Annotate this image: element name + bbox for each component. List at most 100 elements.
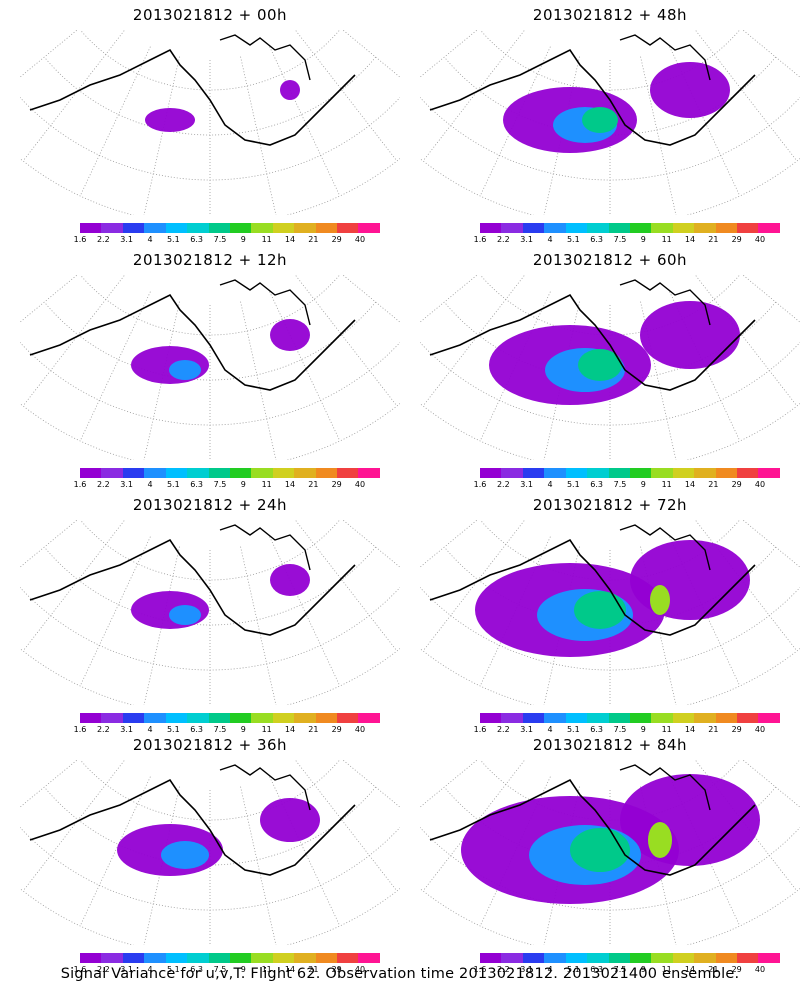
colorbar-tick-label: 7.5: [613, 725, 627, 734]
colorbar-tick-label: 1.6: [473, 965, 487, 974]
colorbar-swatch: [122, 713, 145, 723]
colorbar-swatch: [480, 713, 502, 723]
colorbar-swatch: [208, 713, 230, 723]
colorbar-tick-label: 14: [684, 235, 696, 244]
colorbar-tick-label: 14: [684, 725, 696, 734]
map-panel-12h: 2013021812 + 12h 1.6 2.2 3.1 4 5.1 6.3 7.5 9 11 14…: [20, 245, 400, 489]
colorbar-swatch: [165, 713, 188, 723]
colorbar-tick-label: 11: [661, 235, 672, 244]
colorbar-swatch: [501, 468, 523, 478]
colorbar: [480, 713, 780, 723]
grid-meridian-line: [420, 30, 478, 78]
colorbar-swatch: [208, 953, 230, 963]
colorbar-swatch: [694, 713, 716, 723]
colorbar-tick-label: 6.3: [590, 965, 604, 974]
colorbar-swatch: [629, 713, 652, 723]
variance-region: [260, 798, 320, 842]
grid-latitude-line: [20, 96, 400, 181]
figure-caption: Signal Variance for u,v,T. Flight 62. Ob…: [60, 966, 740, 982]
grid-meridian-line: [422, 30, 525, 162]
map-panel-84h: 2013021812 + 84h 1.6 2.2 3.1 4 5.1 6.3 7.5 9 11 14…: [420, 730, 800, 974]
grid-latitude-line: [79, 760, 341, 821]
colorbar-swatch: [522, 953, 545, 963]
colorbar-swatch: [737, 713, 759, 723]
grid-latitude-line: [420, 887, 800, 945]
colorbar-swatch: [272, 468, 295, 478]
colorbar-tick-label: 4: [147, 725, 153, 734]
grid-meridian-line: [269, 46, 341, 197]
colorbar-tick-label: 6.3: [590, 725, 604, 734]
grid-meridian-line: [695, 30, 798, 162]
colorbar-tick-label: 40: [754, 725, 766, 734]
grid-latitude-line: [420, 341, 800, 426]
map-panel-60h: 2013021812 + 60h 1.6 2.2 3.1 4 5.1 6.3 7.5 9 11 14…: [420, 245, 800, 489]
grid-latitude-line: [420, 647, 800, 705]
colorbar-swatch: [758, 223, 780, 233]
colorbar-swatch: [758, 468, 780, 478]
coastline: [29, 778, 356, 876]
grid-meridian-line: [422, 275, 525, 407]
grid-latitude-line: [420, 96, 800, 181]
grid-meridian-line: [295, 30, 398, 162]
colorbar-swatch: [101, 953, 123, 963]
colorbar-swatch: [358, 713, 380, 723]
colorbar-tick-label: 29: [731, 725, 742, 734]
colorbar-swatch: [544, 953, 566, 963]
colorbar-tick-label: 5.1: [166, 480, 180, 489]
colorbar-tick-label: 21: [308, 725, 319, 734]
colorbar-tick-label: 11: [661, 965, 672, 974]
colorbar-swatch: [565, 468, 588, 478]
colorbar: [480, 223, 780, 233]
colorbar-tick-label: 11: [261, 725, 272, 734]
colorbar-tick-label: 7.5: [613, 480, 627, 489]
colorbar-tick-label: 29: [731, 235, 742, 244]
grid-meridian-line: [422, 760, 525, 892]
panel-title: 2013021812 + 00h: [132, 6, 288, 24]
coastline: [29, 293, 356, 391]
colorbar-swatch: [294, 713, 316, 723]
colorbar-tick-label: 21: [708, 480, 719, 489]
colorbar-swatch: [187, 468, 209, 478]
coastline: [429, 293, 756, 391]
grid-meridian-line: [79, 776, 151, 927]
grid-meridian-line: [20, 520, 78, 568]
grid-meridian-line: [269, 776, 341, 927]
colorbar-tick-label: 7.5: [213, 235, 227, 244]
colorbar-tick-label: 2.2: [96, 965, 110, 974]
grid-meridian-line: [422, 520, 525, 652]
colorbar-tick-label: 5.1: [166, 965, 180, 974]
map-plot: [20, 275, 400, 460]
colorbar-labels: 1.6 2.2 3.1 4 5.1 6.3 7.5 9 11 14 21 29 40: [74, 235, 385, 245]
coastline: [29, 48, 356, 146]
colorbar-swatch: [715, 953, 738, 963]
colorbar-swatch: [758, 953, 780, 963]
colorbar-tick-label: 1.6: [473, 725, 487, 734]
colorbar-tick-label: 1.6: [73, 725, 87, 734]
colorbar-swatch: [187, 953, 209, 963]
grid-latitude-line: [20, 341, 400, 426]
colorbar-swatch: [358, 223, 380, 233]
colorbar-swatch: [587, 713, 609, 723]
coastline: [429, 538, 756, 636]
grid-latitude-line: [79, 30, 341, 91]
colorbar-tick-label: 11: [261, 480, 272, 489]
colorbar-swatch: [608, 713, 630, 723]
grid-meridian-line: [269, 291, 341, 442]
colorbar-swatch: [80, 223, 102, 233]
map-panel-36h: 2013021812 + 36h 1.6 2.2 3.1 4 5.1 6.3 7.5 9 11 14…: [20, 730, 400, 974]
colorbar-tick-label: 11: [261, 965, 272, 974]
colorbar-tick-label: 5.1: [566, 235, 580, 244]
colorbar-swatch: [737, 953, 759, 963]
colorbar-tick-label: 3.1: [120, 235, 134, 244]
variance-region: [280, 80, 300, 100]
grid-latitude-line: [479, 275, 741, 336]
variance-region: [650, 585, 670, 615]
grid-meridian-line: [79, 46, 151, 197]
grid-meridian-line: [143, 56, 180, 215]
colorbar-swatch: [101, 223, 123, 233]
colorbar-tick-label: 5.1: [166, 235, 180, 244]
grid-meridian-line: [342, 30, 400, 78]
colorbar-swatch: [251, 713, 273, 723]
variance-region: [145, 108, 195, 132]
colorbar-swatch: [544, 713, 566, 723]
